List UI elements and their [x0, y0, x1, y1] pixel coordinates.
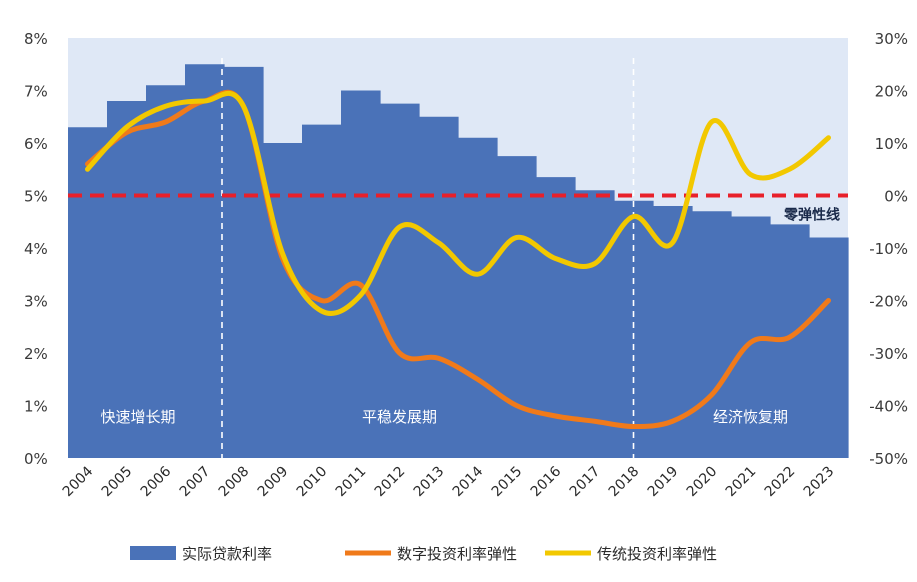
bar — [146, 85, 186, 458]
x-tick-label: 2008 — [216, 464, 253, 501]
left-tick-label: 2% — [24, 345, 48, 363]
x-tick-label: 2019 — [645, 464, 682, 501]
x-tick-label: 2020 — [684, 464, 721, 501]
right-tick-label: 30% — [875, 30, 908, 48]
legend-label-0: 实际贷款利率 — [182, 545, 272, 563]
zero-line-label: 零弹性线 — [783, 207, 840, 224]
right-tick-label: -40% — [869, 398, 908, 416]
bar — [380, 104, 420, 458]
left-tick-label: 3% — [24, 293, 48, 311]
bar — [107, 101, 147, 458]
legend-label-1: 数字投资利率弹性 — [397, 545, 517, 563]
x-tick-label: 2023 — [801, 464, 838, 501]
left-tick-label: 8% — [24, 30, 48, 48]
legend-label-2: 传统投资利率弹性 — [597, 545, 717, 563]
period-label: 快速增长期 — [100, 408, 175, 426]
period-label: 平稳发展期 — [362, 408, 437, 426]
left-y-axis: 0% 1% 2% 3% 4% 5% 6% 7% 8% — [24, 30, 48, 468]
bar — [458, 138, 498, 458]
bar — [419, 117, 459, 458]
x-tick-label: 2005 — [99, 464, 136, 501]
x-tick-label: 2004 — [60, 463, 97, 500]
right-tick-label: -20% — [869, 293, 908, 311]
period-label: 经济恢复期 — [713, 408, 788, 426]
right-tick-label: -30% — [869, 345, 908, 363]
x-tick-label: 2013 — [411, 464, 448, 501]
x-tick-label: 2015 — [489, 464, 526, 501]
x-tick-label: 2014 — [450, 463, 487, 500]
bar — [263, 143, 303, 458]
left-tick-label: 1% — [24, 398, 48, 416]
x-tick-label: 2021 — [723, 464, 760, 501]
x-tick-label: 2009 — [255, 464, 292, 501]
left-tick-label: 4% — [24, 240, 48, 258]
left-tick-label: 6% — [24, 135, 48, 153]
x-tick-label: 2017 — [567, 464, 604, 501]
x-tick-label: 2011 — [333, 464, 370, 501]
x-tick-label: 2022 — [762, 464, 799, 501]
bar — [224, 67, 264, 458]
right-tick-label: -10% — [869, 240, 908, 258]
right-tick-label: 10% — [875, 135, 908, 153]
right-tick-label: 20% — [875, 83, 908, 101]
bar — [302, 125, 342, 458]
bar — [185, 64, 225, 458]
x-tick-label: 2006 — [138, 463, 175, 500]
bar — [809, 238, 849, 459]
right-tick-label: 0% — [884, 188, 908, 206]
right-y-axis: -50% -40% -30% -20% -10% 0% 10% 20% 30% — [869, 30, 908, 468]
left-tick-label: 5% — [24, 188, 48, 206]
legend-swatch-0 — [130, 546, 176, 560]
x-tick-label: 2018 — [606, 464, 643, 501]
x-tick-label: 2010 — [294, 464, 331, 501]
left-tick-label: 0% — [24, 450, 48, 468]
right-tick-label: -50% — [869, 450, 908, 468]
x-tick-label: 2007 — [177, 464, 214, 501]
left-tick-label: 7% — [24, 83, 48, 101]
x-tick-label: 2016 — [528, 463, 565, 500]
legend: 实际贷款利率 数字投资利率弹性 传统投资利率弹性 — [130, 545, 717, 563]
x-tick-label: 2012 — [372, 464, 409, 501]
